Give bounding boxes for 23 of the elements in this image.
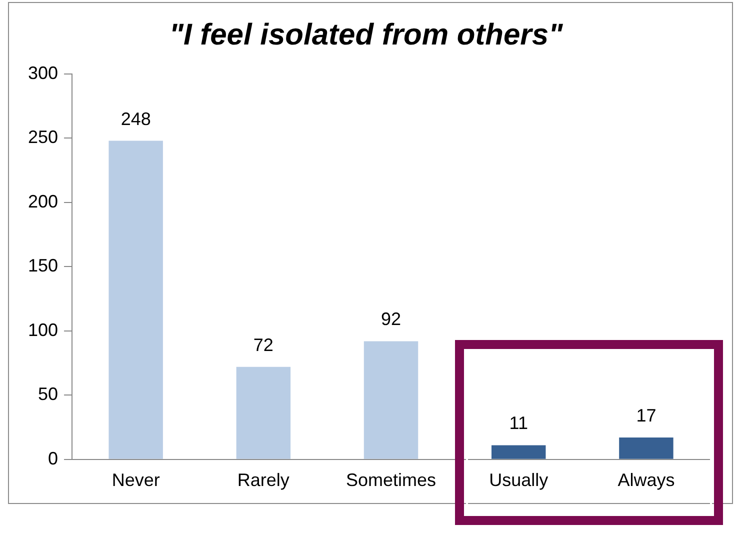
bar	[236, 366, 291, 459]
x-tick-label: Rarely	[237, 470, 290, 490]
y-tick-label: 0	[48, 448, 58, 468]
x-tick-label: Always	[618, 470, 675, 490]
x-tick-label: Usually	[489, 470, 548, 490]
data-label: 17	[636, 406, 656, 426]
x-tick-label: Sometimes	[346, 470, 436, 490]
y-tick-label: 50	[38, 384, 58, 404]
y-tick-label: 300	[28, 62, 58, 83]
data-label: 72	[253, 334, 274, 355]
chart-title: "I feel isolated from others"	[169, 18, 564, 52]
x-tick-label: Never	[112, 470, 160, 490]
bar	[108, 140, 163, 459]
data-label: 92	[381, 309, 402, 330]
y-tick-label: 150	[28, 256, 58, 276]
data-label: 248	[120, 108, 151, 129]
bar	[364, 341, 418, 459]
bar	[619, 438, 674, 459]
y-tick-label: 200	[28, 191, 58, 212]
bar	[491, 445, 546, 459]
data-label: 11	[509, 413, 528, 434]
y-tick-label: 100	[28, 320, 58, 340]
y-tick-label: 250	[28, 127, 58, 148]
